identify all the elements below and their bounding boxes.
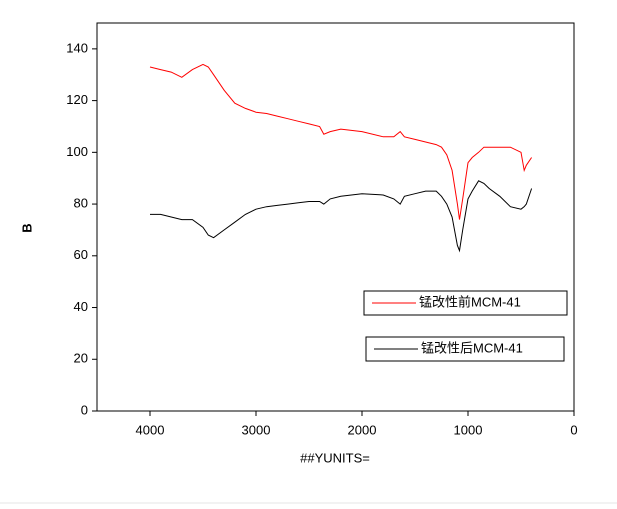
legend-box <box>365 336 565 362</box>
x-tick-label: 0 <box>570 422 577 437</box>
y-axis-label: B <box>19 223 34 232</box>
series-line <box>149 63 533 220</box>
y-tick-label: 20 <box>74 351 88 366</box>
x-tick-label: 2000 <box>348 422 377 437</box>
y-tick-label: 120 <box>66 92 88 107</box>
legend-label: 锰改性后MCM-41 <box>421 340 523 355</box>
y-tick-label: 140 <box>66 40 88 55</box>
y-tick-label: 100 <box>66 144 88 159</box>
x-tick-label: 3000 <box>242 422 271 437</box>
x-tick-label: 4000 <box>136 422 165 437</box>
series-line <box>150 180 533 253</box>
x-axis-label: ##YUNITS= <box>300 450 370 465</box>
plot-frame <box>96 22 575 412</box>
y-tick-label: 60 <box>74 247 88 262</box>
y-tick-label: 0 <box>81 402 88 417</box>
y-tick-label: 80 <box>74 196 88 211</box>
y-tick-label: 40 <box>74 299 88 314</box>
x-tick-label: 1000 <box>454 422 483 437</box>
legend-label: 锰改性前MCM-41 <box>419 294 521 309</box>
